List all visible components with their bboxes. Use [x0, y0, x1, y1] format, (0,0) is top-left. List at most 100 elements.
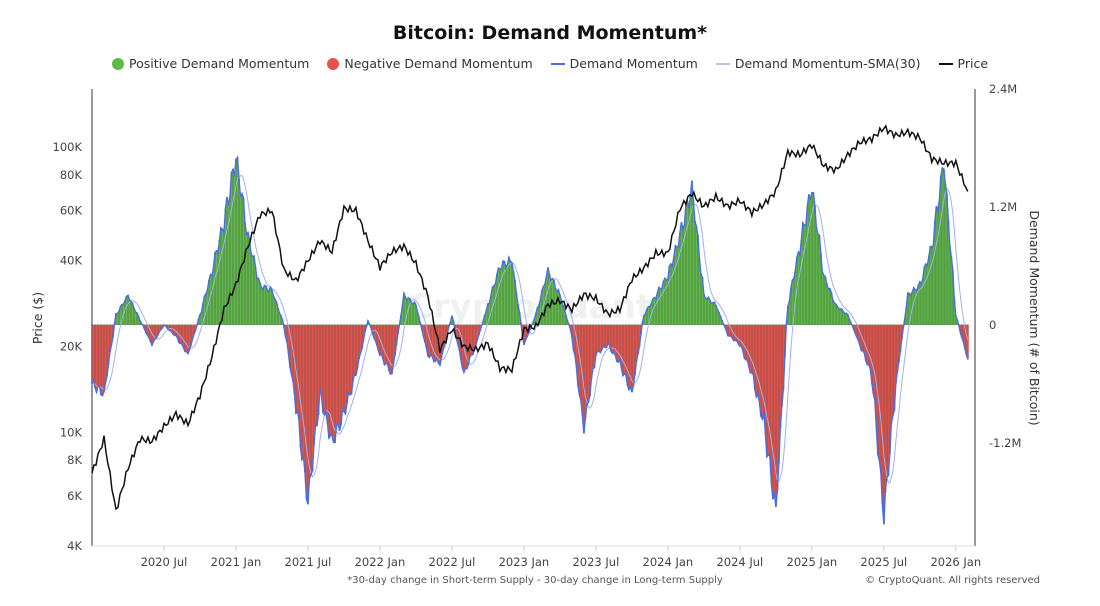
negative-bar	[866, 324, 869, 365]
positive-bar	[488, 303, 491, 325]
negative-bar	[92, 324, 95, 381]
negative-bar	[891, 324, 894, 416]
positive-bar	[218, 240, 221, 325]
negative-bar	[302, 324, 305, 457]
negative-bar	[91, 324, 93, 384]
positive-bar	[685, 204, 687, 325]
negative-bar	[98, 324, 101, 387]
negative-bar	[329, 324, 332, 436]
positive-bar	[662, 281, 665, 325]
positive-bar	[712, 302, 714, 325]
legend-item-demand-momentum[interactable]: Demand Momentum	[550, 56, 698, 71]
positive-bar	[929, 246, 932, 325]
legend-item-price[interactable]: Price	[938, 56, 988, 71]
left-tick-label: 20K	[60, 340, 83, 354]
legend-item-positive[interactable]: Positive Demand Momentum	[111, 56, 310, 71]
legend-item-sma[interactable]: Demand Momentum-SMA(30)	[715, 56, 921, 71]
negative-bar	[310, 324, 312, 475]
positive-bar	[824, 276, 827, 325]
positive-bar	[262, 289, 264, 325]
legend-swatch	[550, 62, 565, 65]
demand-bars	[91, 157, 969, 525]
negative-bar	[320, 324, 323, 396]
positive-bar	[547, 267, 549, 325]
negative-bar	[433, 324, 435, 362]
negative-bar	[352, 324, 354, 382]
negative-bar	[359, 324, 362, 354]
negative-bar	[623, 324, 626, 375]
positive-bar	[691, 180, 693, 325]
positive-bar	[268, 290, 270, 325]
positive-bar	[265, 285, 267, 325]
negative-bar	[601, 324, 603, 350]
positive-bar	[506, 264, 509, 325]
left-tick-label: 40K	[60, 254, 83, 268]
negative-bar	[761, 324, 764, 420]
negative-bar	[611, 324, 614, 354]
left-axis-label: Price ($)	[30, 292, 45, 344]
positive-bar	[259, 282, 261, 325]
negative-bar	[878, 324, 881, 461]
negative-bar	[595, 324, 597, 356]
positive-bar	[266, 290, 269, 325]
positive-bar	[707, 297, 710, 325]
positive-bar	[653, 297, 656, 325]
negative-bar	[101, 324, 104, 396]
negative-bar	[338, 324, 341, 431]
legend-label: Positive Demand Momentum	[128, 56, 310, 71]
negative-bar	[756, 324, 759, 395]
left-tick-label: 6K	[67, 489, 82, 503]
negative-bar	[867, 324, 870, 365]
positive-bar	[248, 239, 251, 325]
x-tick-label: 2025 Jan	[787, 555, 838, 569]
left-tick-label: 8K	[67, 453, 82, 467]
negative-bar	[314, 324, 317, 426]
negative-bar	[748, 324, 750, 367]
negative-bar	[584, 324, 587, 419]
legend-item-negative[interactable]: Negative Demand Momentum	[327, 56, 533, 71]
negative-bar	[343, 324, 345, 412]
positive-bar	[686, 200, 689, 325]
positive-bar	[935, 206, 938, 325]
positive-bar	[494, 283, 497, 325]
negative-bar	[179, 324, 182, 344]
negative-bar	[308, 324, 311, 479]
demand-momentum-line	[91, 155, 969, 525]
positive-bar	[816, 233, 819, 325]
positive-bar	[244, 222, 246, 325]
positive-bar	[700, 273, 702, 325]
x-tick-label: 2024 Jul	[716, 555, 763, 569]
negative-bar	[966, 324, 969, 360]
negative-bar	[334, 324, 336, 443]
positive-bar	[497, 267, 500, 325]
negative-bar	[745, 324, 747, 360]
negative-bar	[632, 324, 635, 387]
positive-bar	[944, 183, 947, 325]
negative-bar	[863, 324, 866, 354]
negative-bar	[326, 324, 329, 424]
positive-bar	[496, 274, 498, 325]
negative-bar	[622, 324, 624, 376]
positive-bar	[272, 296, 275, 325]
x-tick-label: 2021 Jan	[211, 555, 262, 569]
positive-bar	[938, 201, 941, 325]
positive-bar	[939, 176, 942, 325]
negative-bar	[616, 324, 618, 362]
legend-swatch	[111, 57, 124, 70]
positive-bar	[827, 288, 830, 325]
positive-bar	[232, 169, 234, 325]
negative-bar	[313, 324, 315, 446]
positive-bar	[695, 226, 698, 325]
positive-bar	[912, 287, 915, 325]
negative-bar	[388, 324, 390, 371]
negative-bar	[776, 324, 779, 492]
right-tick-label: 2.4M	[989, 82, 1017, 96]
positive-bar	[822, 275, 825, 325]
left-tick-label: 100K	[53, 140, 83, 154]
left-tick-label: 4K	[67, 539, 82, 553]
positive-bar	[238, 178, 240, 325]
negative-bar	[599, 324, 602, 353]
negative-bar	[436, 324, 438, 360]
right-tick-label: -1.2M	[989, 436, 1021, 450]
negative-bar	[592, 324, 594, 369]
